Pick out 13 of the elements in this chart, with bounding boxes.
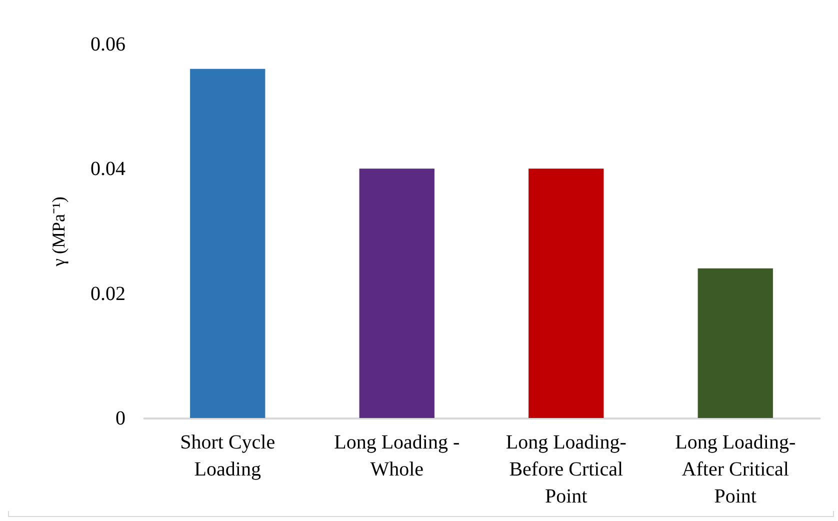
y-tick-label: 0	[116, 408, 126, 430]
x-tick-label: Long Loading- Before Crtical Point	[506, 432, 626, 508]
y-tick-label: 0.04	[90, 158, 126, 180]
y-tick-label: 0.02	[90, 282, 126, 305]
y-axis-title: γ (MPa⁻¹)	[48, 196, 68, 268]
x-tick-label: Long Loading - Whole	[334, 432, 460, 480]
bar	[698, 268, 773, 418]
x-tick-label: Short Cycle Loading	[180, 432, 276, 480]
bar	[528, 168, 604, 418]
bar	[190, 68, 266, 418]
bar	[359, 168, 434, 418]
x-tick-label: Long Loading- After Critical Point	[675, 432, 796, 508]
y-tick-label: 0.06	[90, 34, 126, 56]
